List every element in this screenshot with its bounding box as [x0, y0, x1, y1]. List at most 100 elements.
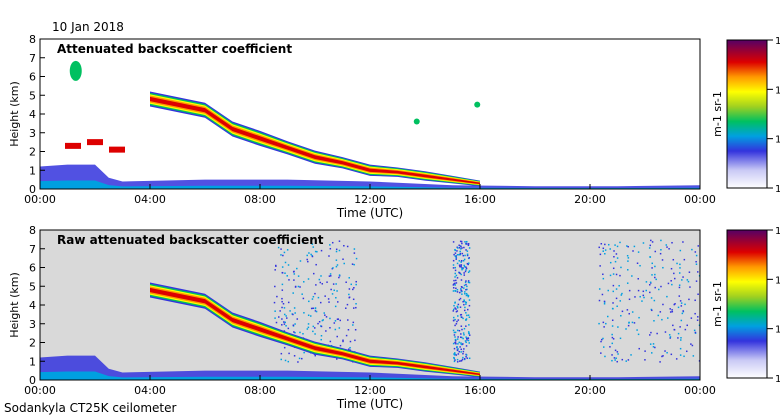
noise-point	[611, 342, 614, 345]
noise-point	[458, 350, 461, 353]
noise-point	[649, 244, 652, 247]
noise-point	[665, 244, 668, 246]
noise-point	[631, 275, 633, 277]
noise-point	[355, 306, 357, 309]
noise-point	[697, 245, 700, 247]
noise-point	[311, 254, 313, 257]
noise-point	[643, 296, 645, 299]
noise-point	[678, 272, 681, 274]
noise-point	[283, 321, 285, 323]
noise-point	[293, 279, 295, 281]
noise-point	[342, 339, 344, 342]
noise-point	[328, 301, 330, 303]
noise-point	[468, 324, 470, 326]
noise-point	[613, 357, 616, 359]
noise-point	[456, 358, 459, 361]
noise-point	[466, 339, 468, 341]
noise-point	[302, 297, 305, 300]
noise-point	[459, 253, 462, 256]
noise-point	[454, 249, 457, 252]
noise-point	[603, 303, 606, 305]
noise-point	[317, 322, 319, 325]
noise-point	[452, 287, 455, 289]
noise-point	[466, 250, 469, 252]
noise-point	[659, 311, 662, 313]
noise-point	[453, 282, 456, 285]
noise-point	[452, 308, 455, 311]
noise-point	[611, 354, 613, 356]
noise-point	[463, 284, 466, 287]
noise-point	[616, 360, 618, 363]
noise-point	[459, 250, 461, 253]
noise-point	[454, 307, 456, 309]
noise-point	[650, 297, 653, 299]
noise-point	[650, 239, 652, 242]
noise-point	[339, 319, 342, 322]
noise-point	[680, 339, 682, 341]
x-tick-label: 20:00	[574, 193, 606, 206]
noise-point	[598, 246, 600, 249]
noise-point	[602, 346, 605, 348]
noise-point	[311, 298, 314, 300]
noise-point	[462, 259, 465, 262]
noise-point	[302, 333, 304, 335]
noise-point	[456, 346, 458, 349]
noise-point	[600, 340, 602, 343]
noise-point	[674, 303, 676, 305]
noise-point	[288, 279, 290, 281]
noise-point	[611, 336, 614, 339]
noise-point	[346, 245, 349, 248]
elevated-cloud-patch	[69, 60, 82, 81]
noise-point	[293, 307, 296, 309]
noise-point	[296, 318, 299, 320]
noise-point	[651, 262, 653, 265]
panel-title: Attenuated backscatter coefficient	[57, 42, 292, 56]
noise-point	[282, 302, 285, 305]
noise-point	[671, 309, 673, 311]
noise-point	[602, 277, 605, 280]
noise-point	[460, 333, 462, 335]
noise-point	[306, 258, 308, 261]
noise-point	[459, 306, 462, 308]
noise-point	[461, 267, 463, 269]
noise-point	[282, 254, 284, 257]
noise-point	[452, 310, 455, 312]
noise-point	[293, 331, 295, 333]
noise-point	[453, 331, 456, 334]
noise-point	[464, 306, 466, 309]
noise-point	[459, 252, 462, 255]
noise-point	[598, 322, 600, 325]
colorbar	[726, 39, 768, 189]
noise-point	[453, 347, 456, 350]
noise-point	[626, 282, 629, 284]
noise-point	[333, 289, 335, 292]
y-tick-label: 2	[29, 146, 36, 159]
noise-point	[324, 295, 326, 297]
noise-point	[457, 319, 460, 321]
noise-point	[675, 358, 678, 360]
noise-point	[353, 263, 355, 266]
noise-point	[294, 285, 297, 288]
noise-point	[611, 319, 614, 322]
noise-point	[467, 294, 470, 297]
noise-point	[668, 248, 670, 250]
noise-point	[465, 280, 467, 282]
noise-point	[455, 308, 457, 310]
noise-point	[612, 284, 615, 287]
noise-point	[602, 337, 604, 340]
noise-point	[312, 295, 315, 298]
noise-point	[620, 294, 623, 296]
noise-point	[465, 266, 467, 269]
noise-point	[279, 310, 281, 312]
noise-point	[335, 248, 338, 251]
noise-point	[307, 314, 310, 317]
noise-point	[464, 340, 467, 342]
noise-point	[698, 275, 700, 277]
noise-point	[615, 273, 618, 276]
panel-title: Raw attenuated backscatter coefficient	[57, 233, 324, 247]
noise-point	[323, 312, 325, 314]
noise-point	[456, 305, 459, 308]
noise-point	[329, 244, 331, 246]
noise-point	[338, 276, 340, 279]
noise-point	[467, 281, 470, 284]
